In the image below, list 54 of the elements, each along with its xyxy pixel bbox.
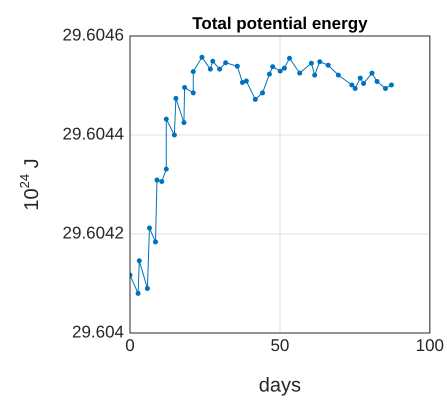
- point: [266, 72, 272, 77]
- x-axis-title: days: [258, 374, 302, 397]
- point: [240, 80, 245, 86]
- point: [252, 96, 258, 102]
- point: [136, 290, 141, 296]
- point: [190, 90, 196, 96]
- point: [282, 66, 287, 71]
- point: [317, 59, 322, 64]
- point: [382, 86, 388, 91]
- point: [326, 62, 331, 68]
- point: [173, 96, 178, 101]
- point: [278, 68, 283, 74]
- point: [374, 79, 380, 84]
- point: [234, 64, 240, 69]
- point: [358, 76, 363, 81]
- x-tick-label: 100: [416, 336, 444, 355]
- point: [208, 66, 213, 72]
- point: [182, 84, 188, 90]
- point: [164, 116, 169, 122]
- point: [308, 60, 314, 66]
- point: [297, 70, 302, 76]
- x-tick-label: 0: [125, 336, 135, 355]
- point: [349, 82, 354, 88]
- point: [260, 90, 266, 96]
- point: [352, 86, 358, 91]
- point: [146, 226, 152, 231]
- point: [388, 82, 394, 88]
- point: [172, 132, 177, 138]
- point: [223, 60, 228, 66]
- point: [136, 258, 142, 264]
- point: [152, 239, 158, 244]
- y-tick-label: 29.6046: [62, 26, 124, 45]
- y-tick-label: 29.6044: [62, 124, 124, 144]
- point: [181, 120, 186, 126]
- point: [287, 56, 292, 61]
- point: [244, 78, 249, 84]
- y-axis-title: 1024 J: [17, 158, 43, 211]
- point: [210, 58, 216, 64]
- point: [217, 66, 222, 72]
- point: [159, 179, 164, 184]
- point: [154, 178, 160, 183]
- point: [199, 54, 204, 60]
- chart-title: Total potential energy: [192, 14, 368, 34]
- point: [190, 69, 196, 74]
- point: [369, 70, 374, 76]
- point: [312, 72, 318, 78]
- point: [270, 64, 276, 70]
- point: [361, 81, 366, 86]
- y-tick-label: 29.6042: [62, 224, 124, 243]
- point: [164, 166, 169, 172]
- y-tick-label: 29.604: [72, 322, 124, 342]
- point: [336, 72, 341, 78]
- x-tick-label: 50: [270, 336, 290, 355]
- point: [144, 286, 150, 291]
